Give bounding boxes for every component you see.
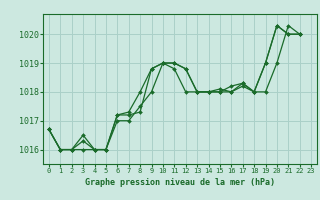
X-axis label: Graphe pression niveau de la mer (hPa): Graphe pression niveau de la mer (hPa) (85, 178, 275, 187)
